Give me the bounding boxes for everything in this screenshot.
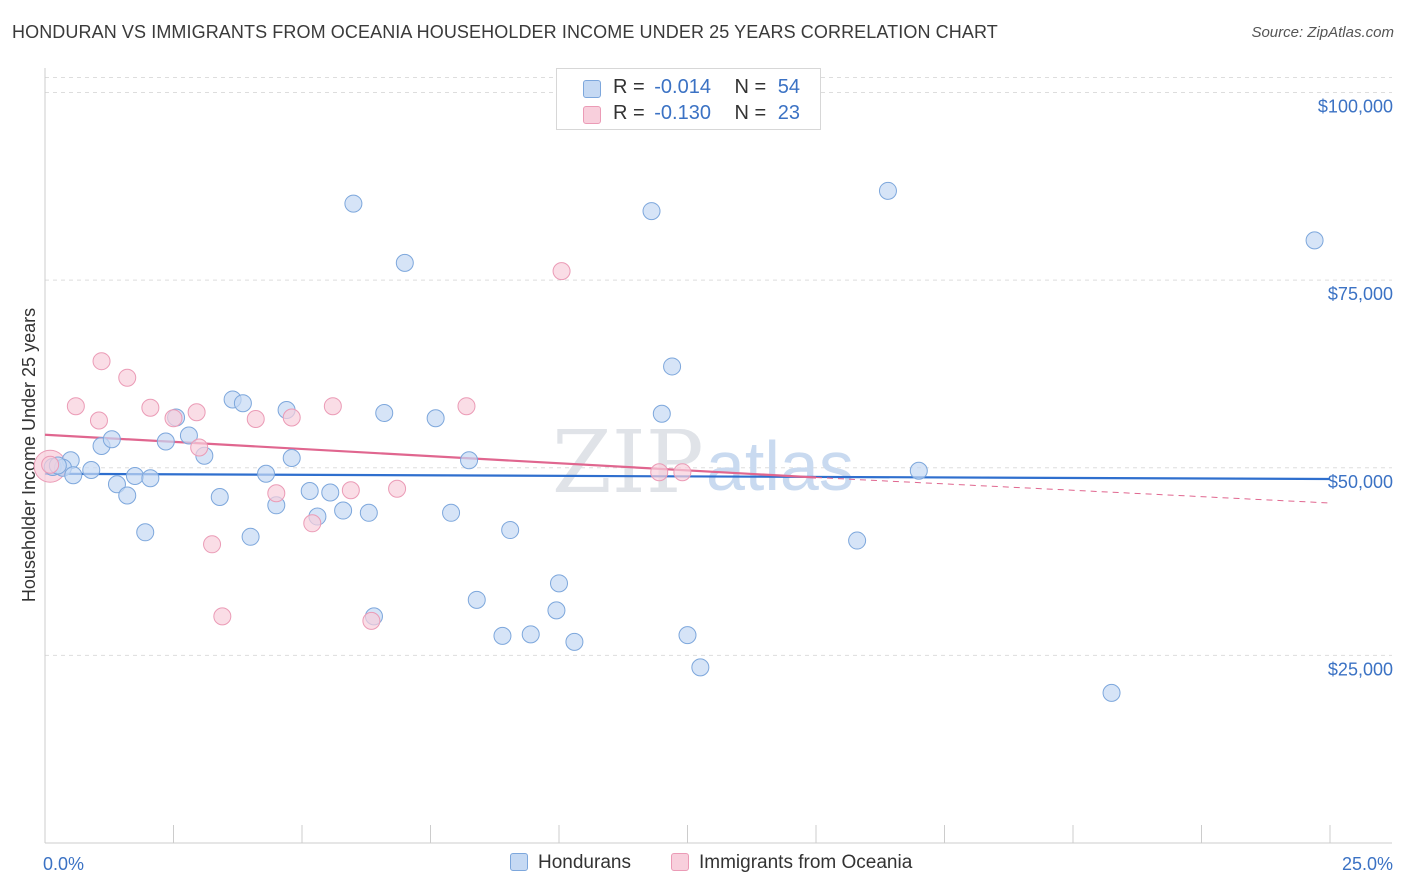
data-point-hondurans bbox=[467, 590, 486, 609]
data-point-oceania bbox=[164, 409, 183, 428]
data-point-oceania bbox=[190, 438, 209, 457]
legend-n-label: N = bbox=[734, 102, 767, 124]
data-point-oceania bbox=[282, 408, 301, 427]
data-point-hondurans bbox=[118, 486, 137, 505]
data-point-hondurans bbox=[909, 461, 928, 480]
data-point-hondurans bbox=[1102, 683, 1121, 702]
data-point-hondurans bbox=[878, 181, 897, 200]
y-tick-label: $75,000 bbox=[1328, 284, 1393, 304]
legend-r-label: R = bbox=[613, 76, 645, 98]
gridlines bbox=[45, 77, 1392, 656]
data-point-hondurans bbox=[442, 503, 461, 522]
data-point-oceania bbox=[118, 368, 137, 387]
data-point-hondurans bbox=[501, 521, 520, 540]
data-point-hondurans bbox=[282, 449, 301, 468]
data-point-oceania bbox=[203, 535, 222, 554]
chart-title: HONDURAN VS IMMIGRANTS FROM OCEANIA HOUS… bbox=[12, 22, 998, 42]
x-tick-label: 0.0% bbox=[43, 854, 84, 874]
correlation-legend: R = -0.014 N = 54 R = -0.130 N = 23 bbox=[556, 68, 821, 130]
y-axis-label: Householder Income Under 25 years bbox=[19, 308, 39, 602]
legend-n-value-oceania: 23 bbox=[777, 102, 801, 124]
data-point-oceania bbox=[388, 479, 407, 498]
legend-swatch-pink bbox=[583, 106, 601, 124]
data-point-hondurans bbox=[550, 574, 568, 593]
watermark-zip: ZIP bbox=[552, 413, 704, 513]
data-point-hondurans bbox=[460, 451, 479, 470]
data-point-oceania bbox=[213, 607, 232, 626]
data-point-oceania bbox=[341, 481, 360, 500]
watermark: ZIP atlas bbox=[552, 413, 854, 513]
data-point-oceania bbox=[92, 352, 111, 371]
data-point-oceania bbox=[41, 455, 60, 474]
data-point-hondurans bbox=[375, 403, 394, 422]
trend-line-oceania-extension bbox=[815, 477, 1331, 504]
data-point-oceania bbox=[246, 409, 265, 428]
data-point-hondurans bbox=[179, 426, 198, 445]
legend-r-value-oceania: -0.130 bbox=[654, 102, 711, 124]
data-point-hondurans bbox=[691, 658, 710, 677]
legend-n-label: N = bbox=[734, 76, 767, 98]
data-point-oceania bbox=[267, 484, 286, 503]
legend-r-label: R = bbox=[613, 102, 645, 124]
data-point-oceania bbox=[89, 411, 108, 430]
data-point-oceania bbox=[650, 463, 669, 482]
data-point-hondurans bbox=[565, 632, 584, 651]
legend-r-value-hondurans: -0.014 bbox=[654, 76, 711, 98]
data-point-hondurans bbox=[321, 483, 340, 502]
data-point-hondurans bbox=[136, 523, 155, 542]
data-point-hondurans bbox=[663, 357, 682, 376]
data-point-hondurans bbox=[102, 430, 121, 449]
data-point-hondurans bbox=[334, 501, 353, 520]
bottom-legend-label-oceania: Immigrants from Oceania bbox=[699, 852, 913, 873]
bottom-legend-label-hondurans: Hondurans bbox=[538, 852, 631, 873]
bottom-legend-hondurans: Hondurans bbox=[510, 852, 631, 874]
data-point-hondurans bbox=[107, 475, 126, 494]
legend-n-value-hondurans: 54 bbox=[777, 76, 801, 98]
data-point-oceania bbox=[673, 463, 692, 482]
data-point-hondurans bbox=[344, 194, 363, 213]
source-label: Source: ZipAtlas.com bbox=[1251, 24, 1394, 41]
data-point-oceania bbox=[303, 514, 322, 533]
y-tick-label: $25,000 bbox=[1328, 659, 1393, 679]
data-point-hondurans bbox=[493, 626, 512, 645]
data-point-hondurans bbox=[257, 464, 276, 483]
bottom-legend-swatch-blue bbox=[510, 853, 528, 871]
y-tick-label: $100,000 bbox=[1318, 97, 1393, 117]
data-point-oceania bbox=[457, 397, 476, 416]
data-point-oceania bbox=[323, 397, 342, 416]
watermark-atlas: atlas bbox=[706, 427, 854, 505]
data-point-hondurans bbox=[359, 503, 378, 522]
data-point-hondurans bbox=[82, 461, 101, 480]
tick-labels: $25,000 $50,000 $75,000 $100,000 0.0% 25.0% bbox=[43, 97, 1393, 874]
data-point-hondurans bbox=[1305, 231, 1324, 250]
data-point-hondurans bbox=[547, 601, 566, 620]
legend-swatch-blue bbox=[583, 80, 601, 98]
data-point-hondurans bbox=[300, 482, 319, 501]
data-point-oceania bbox=[187, 403, 206, 422]
data-point-hondurans bbox=[642, 202, 661, 221]
data-point-hondurans bbox=[426, 409, 445, 428]
data-point-hondurans bbox=[652, 404, 671, 423]
data-point-hondurans bbox=[848, 531, 867, 550]
bottom-legend-oceania: Immigrants from Oceania bbox=[671, 852, 912, 874]
bottom-legend-swatch-pink bbox=[671, 853, 689, 871]
data-point-oceania bbox=[141, 398, 160, 417]
data-point-hondurans bbox=[521, 625, 540, 644]
data-point-hondurans bbox=[156, 432, 175, 451]
data-point-hondurans bbox=[678, 626, 697, 645]
data-point-hondurans bbox=[210, 488, 229, 507]
data-point-oceania bbox=[362, 611, 381, 630]
y-tick-label: $50,000 bbox=[1328, 472, 1393, 492]
data-point-hondurans bbox=[241, 527, 260, 546]
data-points bbox=[33, 181, 1324, 702]
data-point-hondurans bbox=[233, 394, 252, 413]
data-point-hondurans bbox=[395, 253, 414, 272]
data-point-hondurans bbox=[125, 467, 144, 486]
data-point-oceania bbox=[552, 262, 571, 281]
data-point-oceania bbox=[66, 397, 85, 416]
data-point-hondurans bbox=[141, 469, 160, 488]
data-point-hondurans bbox=[64, 466, 83, 485]
x-tick-label: 25.0% bbox=[1342, 854, 1393, 874]
